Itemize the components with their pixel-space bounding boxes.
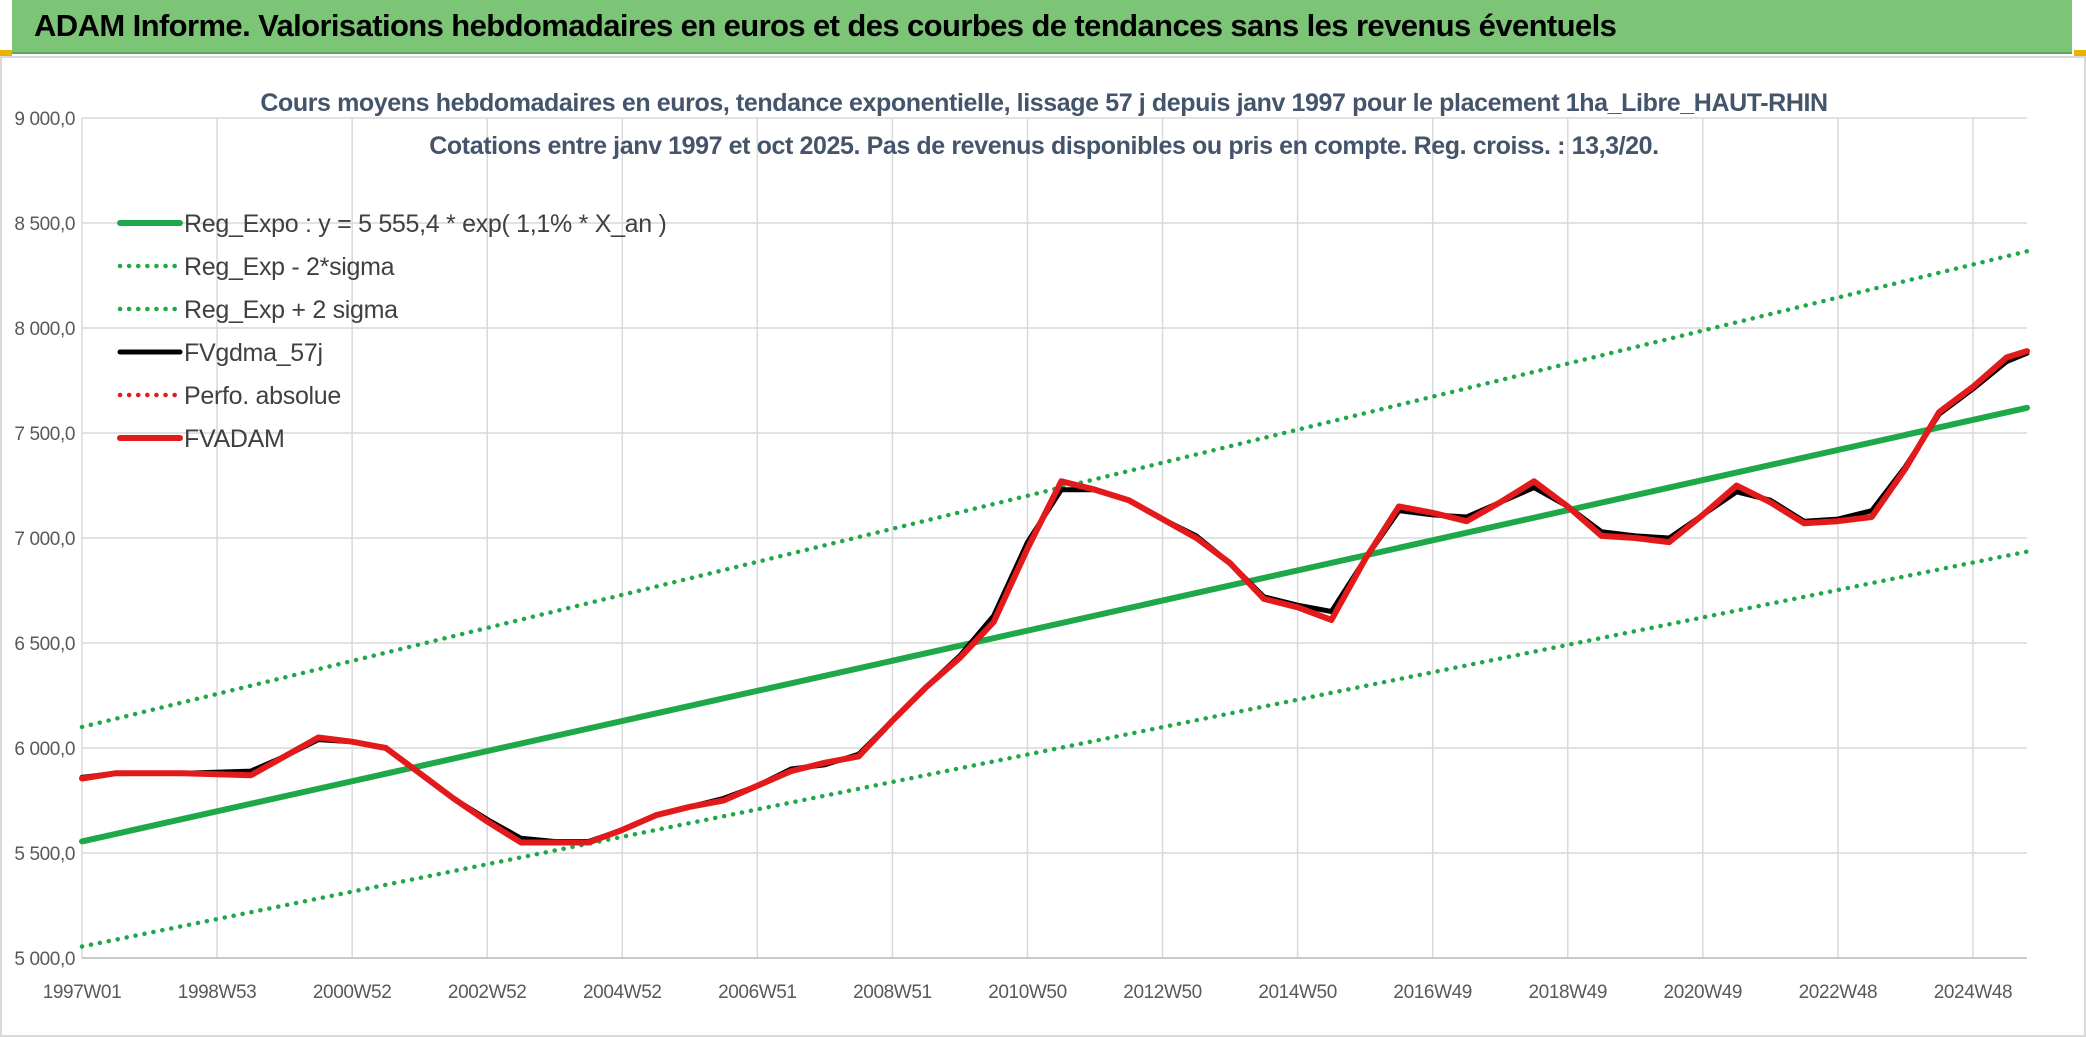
x-tick-label: 2024W48 bbox=[1934, 982, 2013, 1003]
corner-marker-left bbox=[0, 50, 12, 57]
x-tick-label: 2002W52 bbox=[448, 982, 527, 1003]
x-tick-label: 2016W49 bbox=[1393, 982, 1472, 1003]
series-line-fvgdma-57j bbox=[79, 350, 2030, 844]
series-line-fvadam bbox=[79, 348, 2030, 846]
series-line-reg-exp-2-sigma bbox=[79, 549, 2030, 949]
legend-label-3: FVgdma_57j bbox=[184, 339, 323, 367]
legend-label-4: Perfo. absolue bbox=[184, 382, 341, 410]
y-axis: 5 000,0 5 500,0 6 000,0 6 500,0 7 000,0 7 500… bbox=[14, 109, 75, 970]
report-banner: ADAM Informe. Valorisations hebdomadaire… bbox=[12, 0, 2072, 54]
legend: Reg_Expo : y = 5 555,4 * exp( 1,1% * X_a… bbox=[117, 210, 667, 453]
x-tick-label: 2020W49 bbox=[1664, 982, 1743, 1003]
chart-frame bbox=[0, 56, 2086, 1037]
legend-label-5: FVADAM bbox=[184, 425, 285, 453]
corner-marker-right bbox=[2074, 50, 2086, 57]
y-tick-label: 9 000,0 bbox=[14, 109, 75, 130]
series-group bbox=[79, 249, 2030, 949]
x-tick-label: 1998W53 bbox=[178, 982, 257, 1003]
x-tick-label: 2018W49 bbox=[1528, 982, 1607, 1003]
x-tick-label: 2010W50 bbox=[988, 982, 1067, 1003]
y-tick-label: 8 000,0 bbox=[14, 319, 75, 340]
chart-title-line1: Cours moyens hebdomadaires en euros, ten… bbox=[260, 89, 1827, 117]
gridlines bbox=[81, 117, 2027, 959]
report-title: ADAM Informe. Valorisations hebdomadaire… bbox=[34, 8, 1617, 43]
x-tick-label: 2008W51 bbox=[853, 982, 932, 1003]
x-tick-label: 2014W50 bbox=[1258, 982, 1337, 1003]
x-tick-label: 2012W50 bbox=[1123, 982, 1202, 1003]
x-tick-label: 1997W01 bbox=[43, 982, 122, 1003]
y-tick-label: 5 000,0 bbox=[14, 949, 75, 970]
y-tick-label: 5 500,0 bbox=[14, 844, 75, 865]
x-axis: 1997W01 1998W53 2000W52 2002W52 2004W52 2006W… bbox=[43, 957, 2027, 1003]
y-tick-label: 7 500,0 bbox=[14, 424, 75, 445]
x-tick-label: 2022W48 bbox=[1799, 982, 1878, 1003]
y-tick-label: 8 500,0 bbox=[14, 214, 75, 235]
x-tick-label: 2004W52 bbox=[583, 982, 662, 1003]
legend-label-2: Reg_Exp + 2 sigma bbox=[184, 296, 398, 324]
series-line-reg-expo-y-5-555-4-exp-1-1-x-an bbox=[79, 404, 2030, 845]
y-tick-label: 6 500,0 bbox=[14, 634, 75, 655]
x-tick-label: 2006W51 bbox=[718, 982, 797, 1003]
y-tick-label: 6 000,0 bbox=[14, 739, 75, 760]
y-tick-label: 7 000,0 bbox=[14, 529, 75, 550]
x-tick-label: 2000W52 bbox=[313, 982, 392, 1003]
chart-title-line2: Cotations entre janv 1997 et oct 2025. P… bbox=[429, 132, 1658, 160]
legend-label-0: Reg_Expo : y = 5 555,4 * exp( 1,1% * X_a… bbox=[184, 210, 667, 238]
legend-label-1: Reg_Exp - 2*sigma bbox=[184, 253, 395, 281]
